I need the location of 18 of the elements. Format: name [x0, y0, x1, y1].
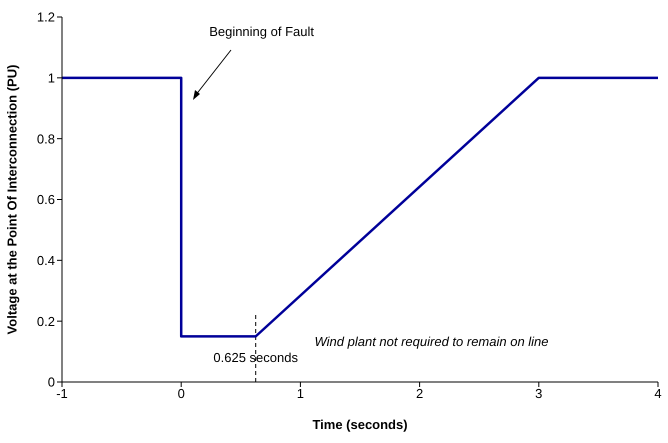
x-tick-label: 0	[178, 386, 185, 402]
annotation: Beginning of Fault	[209, 24, 314, 39]
y-tick-label: 0.6	[36, 192, 55, 208]
ref-line-label: 0.625 seconds	[213, 350, 298, 365]
x-tick-label: 1	[296, 386, 304, 402]
x-tick-label: 4	[654, 386, 662, 402]
y-tick-label: 0.8	[36, 131, 55, 146]
annotation: Wind plant not required to remain on line	[314, 334, 549, 349]
y-tick-label: 1	[48, 70, 55, 86]
y-axis-title: Voltage at the Point Of Interconnection (PU)	[4, 64, 20, 334]
y-tick-label: 1.2	[36, 10, 55, 25]
x-tick-label: -1	[56, 386, 68, 402]
y-tick-label: 0.2	[36, 314, 55, 329]
y-tick-label: 0	[48, 374, 55, 390]
x-tick-label: 2	[416, 386, 424, 402]
y-tick-label: 0.4	[36, 252, 55, 268]
x-tick-label: 3	[535, 386, 542, 402]
x-axis-title: Time (seconds)	[312, 417, 408, 432]
